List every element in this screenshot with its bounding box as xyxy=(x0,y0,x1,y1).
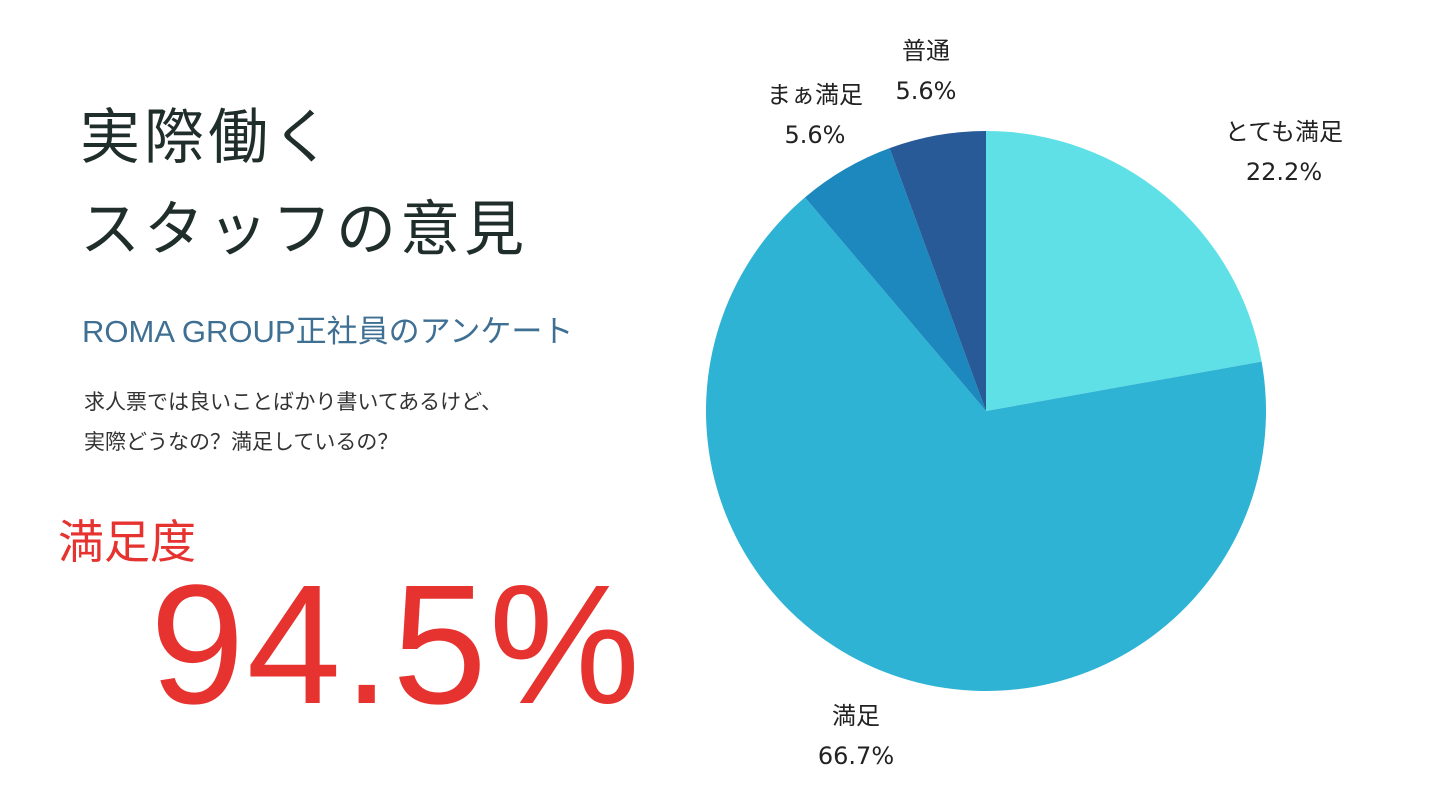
slice-label-2: 満足 xyxy=(832,702,880,730)
page-title: 実際働く スタッフの意見 xyxy=(80,92,640,276)
subtitle: ROMA GROUP正社員のアンケート xyxy=(82,314,574,349)
pie-chart: とても満足 22.2% 満足 66.7% まぁ満足 5.6% 普通 5.6% xyxy=(680,0,1440,809)
pie-chart-svg: とても満足 22.2% 満足 66.7% まぁ満足 5.6% 普通 5.6% xyxy=(705,37,1343,770)
pie-slice-1 xyxy=(986,131,1262,411)
description-line-2: 実際どうなの？満足しているの？ xyxy=(84,430,399,454)
title-line-1: 実際働く xyxy=(80,103,336,173)
slice-label-3: まぁ満足 xyxy=(767,81,863,109)
description-line-1: 求人票では良いことばかり書いてあるけど、 xyxy=(84,390,503,414)
description: 求人票では良いことばかり書いてあるけど、 実際どうなの？満足しているの？ xyxy=(84,382,644,462)
satisfaction-label: 満足度 xyxy=(58,515,196,569)
pie-slice-4 xyxy=(889,131,986,411)
pie-slice-2 xyxy=(705,197,1266,691)
slice-value-3: 5.6% xyxy=(785,121,846,149)
slice-value-2: 66.7% xyxy=(818,742,894,770)
satisfaction-value: 94.5% xyxy=(150,550,643,740)
slice-value-1: 22.2% xyxy=(1246,158,1322,186)
slice-label-1: とても満足 xyxy=(1225,118,1343,146)
title-line-2: スタッフの意見 xyxy=(80,195,528,265)
slice-label-4: 普通 xyxy=(902,37,950,65)
pie-slice-3 xyxy=(804,148,986,412)
slice-value-4: 5.6% xyxy=(896,77,957,105)
